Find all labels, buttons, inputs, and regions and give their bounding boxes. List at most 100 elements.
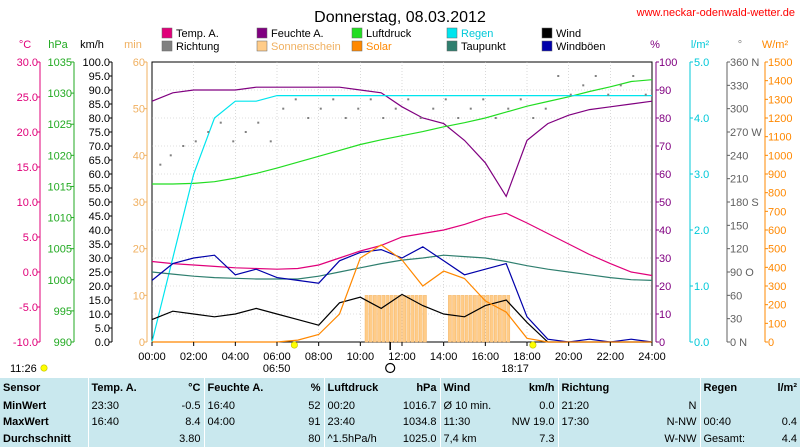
regen-value (750, 398, 800, 414)
solar-axis-label: 700 (768, 206, 786, 218)
legend-label-taupunkt: Taupunkt (461, 41, 506, 53)
druck-value: 1025.0 (402, 432, 437, 445)
direction-dot (382, 117, 385, 119)
direction-dot (519, 98, 522, 101)
sunshine-bar (410, 295, 415, 343)
deg-axis-label: 90 O (730, 267, 754, 279)
druck-time: 00:20 (323, 397, 392, 415)
kmh-axis-label: 80.0 (89, 113, 110, 125)
hpa-axis-label: 1000 (48, 275, 72, 287)
deg-axis-label: 360 N (730, 57, 759, 69)
richtung-value: N (688, 399, 697, 412)
regen-time (699, 397, 750, 415)
unit-pct: % (650, 39, 660, 51)
hpa-axis-label: 990 (54, 337, 72, 349)
chart-title: Donnerstag, 08.03.2012 (314, 9, 486, 26)
solar-axis-label: 800 (768, 188, 786, 200)
temp-value: 3.80 (179, 432, 201, 445)
direction-dot (169, 154, 172, 157)
sunshine-bar (389, 295, 394, 343)
direction-dot (482, 98, 485, 101)
pct-axis-label: 0 (659, 337, 665, 349)
kmh-axis-label: 25.0 (89, 267, 110, 279)
temp-axis-label: 15.0 (17, 162, 38, 174)
stats-header-row: Sensor Temp. A. °C Feuchte A. % Luftdruc… (0, 378, 800, 398)
wind-time: 11:30 (439, 414, 508, 431)
solar-axis-label: 1500 (768, 57, 792, 69)
hdr-druck-unit: hPa (416, 381, 437, 394)
direction-dot (194, 140, 197, 143)
solar-axis-label: 900 (768, 169, 786, 181)
kmh-axis-label: 10.0 (89, 309, 110, 321)
min-axis-label: 10 (133, 290, 145, 302)
direction-dot (394, 107, 397, 110)
sunshine-bar (502, 295, 506, 343)
direction-dot (469, 107, 472, 110)
legend-label-solar: Solar (366, 41, 392, 53)
druck-value: 1016.7 (402, 399, 437, 412)
min-axis-label: 0 (139, 337, 145, 349)
direction-dot (269, 140, 272, 143)
min-axis-label: 20 (133, 244, 145, 256)
solar-axis-label: 1200 (768, 113, 792, 125)
wind-value: 7.3 (539, 432, 555, 445)
stats-table: Sensor Temp. A. °C Feuchte A. % Luftdruc… (0, 378, 800, 447)
legend-swatch-temp (161, 27, 173, 39)
legend-swatch-feuchte (256, 27, 268, 39)
feuchte-value: 52 (308, 399, 321, 412)
sunshine-bar (364, 295, 369, 343)
deg-axis-label: 30 (730, 314, 742, 326)
direction-dot (332, 98, 335, 101)
sunshine-bar (481, 295, 486, 343)
wind-time: Ø 10 min. (439, 397, 508, 415)
temp-value: 8.4 (185, 416, 201, 429)
rain-axis-label: 2.0 (694, 225, 709, 237)
legend-label-luftdruck: Luftdruck (366, 28, 412, 40)
stats-row-min: MinWert 23:30 -0.5 16:40 52 00:20 1016.7… (0, 397, 800, 415)
legend-swatch-richtung (161, 40, 173, 52)
legend-label-richtung: Richtung (176, 41, 219, 53)
direction-dot (532, 117, 535, 119)
hpa-axis-label: 1025 (48, 119, 72, 131)
min-axis-label: 60 (133, 57, 145, 69)
richtung-value: W-NW (664, 432, 697, 445)
kmh-axis-label: 90.0 (89, 85, 110, 97)
unit-kmh: km/h (80, 39, 104, 51)
pct-axis-label: 60 (659, 169, 671, 181)
direction-dot (319, 107, 322, 110)
deg-axis-label: 0 N (730, 337, 747, 349)
solar-axis-label: 600 (768, 225, 786, 237)
x-tick-label: 00:00 (138, 351, 166, 363)
direction-dot (432, 107, 435, 110)
site-link[interactable]: www.neckar-odenwald-wetter.de (636, 7, 795, 19)
sunshine-bars (364, 295, 511, 343)
temp-axis-label: 30.0 (17, 57, 38, 69)
pct-axis-label: 40 (659, 225, 671, 237)
richtung-time: 21:20 (557, 397, 630, 415)
hpa-axis-label: 1005 (48, 244, 72, 256)
legend-label-wind: Wind (556, 28, 581, 40)
legend-swatch-windboeen (541, 40, 553, 52)
richtung-time (557, 430, 630, 447)
hdr-regen: Regen (699, 378, 750, 398)
legend: Temp. A. Feuchte A. Luftdruck Regen Wind Rich… (161, 27, 606, 53)
kmh-axis-label: 0.0 (95, 337, 110, 349)
x-tick-label: 02:00 (180, 351, 208, 363)
series-feuchte-a- (151, 86, 653, 198)
direction-dot (182, 145, 185, 147)
series-luftdruck (152, 79, 653, 185)
pct-axis-label: 90 (659, 85, 671, 97)
solar-axis-label: 1000 (768, 150, 792, 162)
druck-time: 23:40 (323, 414, 392, 431)
direction-dot (369, 98, 372, 101)
kmh-axis-label: 5.0 (95, 323, 110, 335)
legend-label-feuchte: Feuchte A. (271, 28, 324, 40)
kmh-axis-label: 50.0 (89, 197, 110, 209)
deg-axis-label: 330 (730, 80, 748, 92)
wind-time: 7,4 km (439, 430, 508, 447)
x-tick-label: 14:00 (430, 351, 458, 363)
sunshine-bar (414, 295, 419, 343)
solar-axis-label: 100 (768, 318, 786, 330)
kmh-axis-label: 35.0 (89, 239, 110, 251)
hdr-feuchte-unit: % (310, 381, 321, 394)
